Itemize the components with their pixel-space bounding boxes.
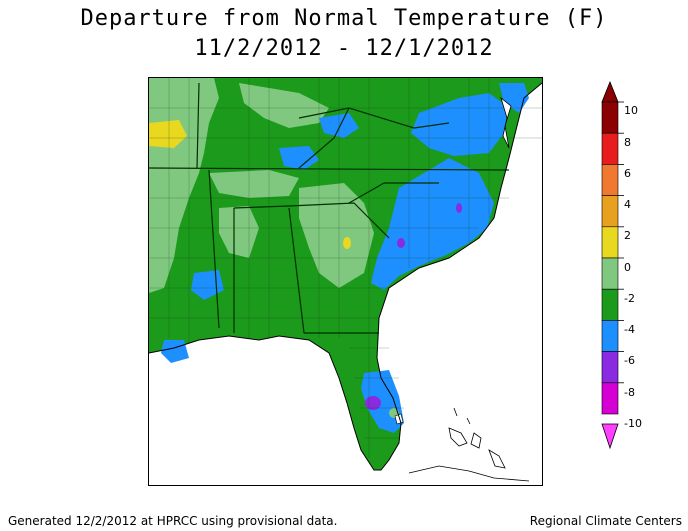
footer-credit: Regional Climate Centers xyxy=(529,514,682,528)
blue-region-gulf xyxy=(161,340,189,363)
purple-region-coast xyxy=(456,203,462,213)
legend-label: -2 xyxy=(624,292,635,305)
legend-color-box xyxy=(601,226,619,259)
legend-color-box xyxy=(601,195,619,228)
yellow-region-georgia xyxy=(343,237,351,249)
legend-color-box xyxy=(601,257,619,290)
legend-label: 8 xyxy=(624,136,631,149)
legend-label: -4 xyxy=(624,323,635,336)
legend-label: -8 xyxy=(624,386,635,399)
legend-label: 0 xyxy=(624,261,631,274)
chesapeake-bay xyxy=(500,96,512,149)
legend-label: -6 xyxy=(624,354,635,367)
blue-region-carolinas xyxy=(371,158,494,290)
legend-color-box xyxy=(601,288,619,321)
legend-top-arrow xyxy=(601,80,619,103)
county-boundaries xyxy=(149,78,542,458)
legend-color-box xyxy=(601,351,619,384)
legend-label: 10 xyxy=(624,104,638,117)
legend-bottom-arrow xyxy=(601,423,619,450)
light-green-region-tennessee xyxy=(209,170,299,198)
temperature-departure-map xyxy=(148,77,543,486)
blue-region-virginia xyxy=(411,93,509,156)
yellow-region-northwest xyxy=(149,120,187,148)
blue-region-georgia-north xyxy=(279,146,319,170)
legend-label: 6 xyxy=(624,167,631,180)
islands xyxy=(408,407,530,482)
legend-color-box xyxy=(601,382,619,415)
legend-color-box xyxy=(601,132,619,165)
blue-region-maryland xyxy=(499,83,529,113)
purple-region-carolina xyxy=(397,238,405,248)
legend-color-box xyxy=(601,320,619,352)
legend-color-box xyxy=(601,164,619,196)
legend-label: 2 xyxy=(624,229,631,242)
legend-label: -10 xyxy=(624,417,642,430)
map-date-range: 11/2/2012 - 12/1/2012 xyxy=(194,36,494,61)
coastline xyxy=(149,82,542,471)
light-green-region-central xyxy=(299,183,374,288)
map-title: Departure from Normal Temperature (F) xyxy=(80,6,608,31)
legend-color-box xyxy=(601,101,619,134)
color-legend xyxy=(601,80,624,450)
legend-label: 4 xyxy=(624,198,631,211)
footer-note: Generated 12/2/2012 at HPRCC using provi… xyxy=(8,514,338,528)
